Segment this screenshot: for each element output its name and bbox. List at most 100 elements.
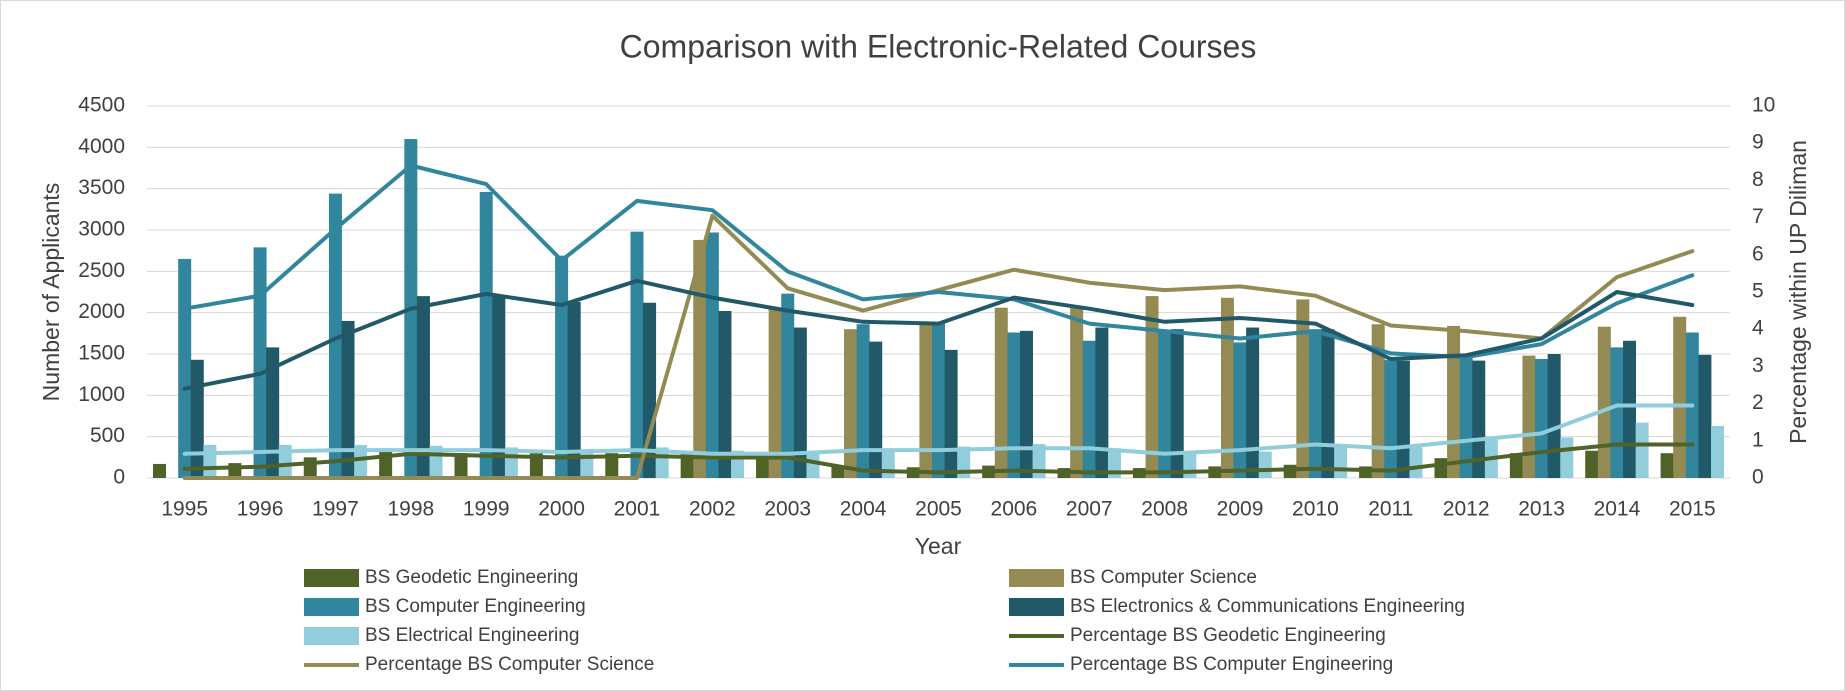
line-series — [182, 442, 1695, 475]
bar — [1007, 332, 1021, 478]
bar — [630, 231, 644, 478]
bar — [1296, 299, 1310, 478]
bar — [1334, 444, 1348, 478]
chart-title: Comparison with Electronic-Related Cours… — [620, 28, 1257, 64]
bar — [856, 324, 870, 478]
legend-label: BS Electronics & Communications Engineer… — [1070, 596, 1465, 617]
bar — [1070, 306, 1084, 478]
bar — [1459, 357, 1473, 478]
legend-swatch — [304, 598, 359, 616]
bar — [1082, 340, 1096, 478]
bar — [705, 232, 719, 478]
legend-swatch — [304, 569, 359, 587]
y-tick-label: 2000 — [78, 300, 125, 323]
bar — [1321, 329, 1335, 478]
legend-label: Percentage BS Computer Science — [365, 654, 654, 675]
bar — [944, 349, 958, 478]
y-tick-label: 4000 — [78, 135, 125, 158]
legend-swatch — [1009, 598, 1064, 616]
bar — [718, 311, 732, 478]
x-tick-label: 1997 — [312, 498, 359, 521]
y2-tick-label: 0 — [1752, 466, 1764, 489]
bar — [1472, 360, 1486, 478]
bar — [1359, 466, 1373, 478]
bar — [1308, 329, 1322, 478]
bar — [932, 323, 945, 478]
bar — [1019, 330, 1033, 478]
bar — [328, 193, 342, 479]
legend-label: BS Electrical Engineering — [365, 625, 579, 646]
bar — [190, 359, 204, 478]
bar — [1158, 331, 1172, 478]
y-axis-title: Number of Applicants — [38, 183, 64, 402]
x-tick-label: 1999 — [463, 498, 510, 521]
bar — [1246, 327, 1260, 478]
y2-tick-label: 7 — [1752, 205, 1764, 228]
bar — [768, 308, 782, 478]
bar — [881, 451, 895, 478]
bar — [919, 322, 933, 478]
y2-tick-label: 2 — [1752, 391, 1764, 414]
bar — [1585, 450, 1599, 478]
line-series — [182, 403, 1695, 456]
x-tick-label: 2011 — [1368, 498, 1413, 521]
y-tick-label: 500 — [90, 424, 125, 447]
bar — [1635, 422, 1649, 478]
x-tick-label: 2000 — [538, 498, 585, 521]
x-tick-label: 2006 — [991, 498, 1038, 521]
bar — [1698, 354, 1712, 478]
bar — [1233, 342, 1247, 478]
bar — [1447, 325, 1461, 478]
line-series — [182, 278, 1695, 391]
bar — [1170, 329, 1184, 478]
y2-tick-label: 6 — [1752, 242, 1764, 265]
bar — [643, 302, 657, 478]
bar — [1610, 347, 1624, 478]
x-tick-label: 2009 — [1217, 498, 1264, 521]
bar — [1509, 453, 1523, 478]
x-tick-label: 2004 — [840, 498, 887, 521]
legend-swatch — [1009, 569, 1064, 587]
bar — [1660, 453, 1674, 478]
bar — [492, 296, 506, 478]
bar — [1560, 437, 1574, 478]
y-tick-label: 1000 — [78, 383, 125, 406]
y2-tick-label: 8 — [1752, 168, 1764, 191]
x-tick-label: 2001 — [614, 498, 661, 521]
x-tick-label: 2010 — [1292, 498, 1339, 521]
legend-label: BS Computer Science — [1070, 567, 1257, 588]
x-tick-label: 2014 — [1594, 498, 1641, 521]
y2-tick-label: 9 — [1752, 131, 1764, 154]
legend-label: Percentage BS Computer Engineering — [1070, 654, 1393, 675]
bar — [555, 255, 569, 478]
y-tick-label: 0 — [113, 466, 125, 489]
y2-axis-title: Percentage within UP Diliman — [1785, 140, 1811, 444]
bar — [1183, 453, 1197, 478]
bar — [1384, 359, 1398, 478]
y-tick-label: 3000 — [78, 218, 125, 241]
bar — [567, 301, 581, 478]
bar — [680, 454, 694, 478]
bar — [1547, 354, 1561, 478]
bar — [1535, 358, 1549, 478]
bar — [1371, 324, 1385, 478]
y-tick-label: 3500 — [78, 176, 125, 199]
bar — [793, 327, 807, 478]
bar — [1095, 327, 1109, 478]
x-tick-label: 2003 — [764, 498, 811, 521]
y-tick-label: 1500 — [78, 342, 125, 365]
legend-swatch — [304, 627, 359, 645]
bar — [1145, 296, 1159, 478]
y2-tick-label: 1 — [1752, 428, 1764, 451]
bar — [869, 341, 883, 478]
bar — [605, 453, 619, 478]
y2-tick-label: 3 — [1752, 354, 1764, 377]
x-tick-label: 2005 — [915, 498, 962, 521]
bar — [341, 320, 355, 478]
bar — [1409, 447, 1423, 478]
bar — [479, 191, 493, 478]
x-tick-label: 2002 — [689, 498, 736, 521]
y-tick-label: 4500 — [78, 94, 125, 117]
